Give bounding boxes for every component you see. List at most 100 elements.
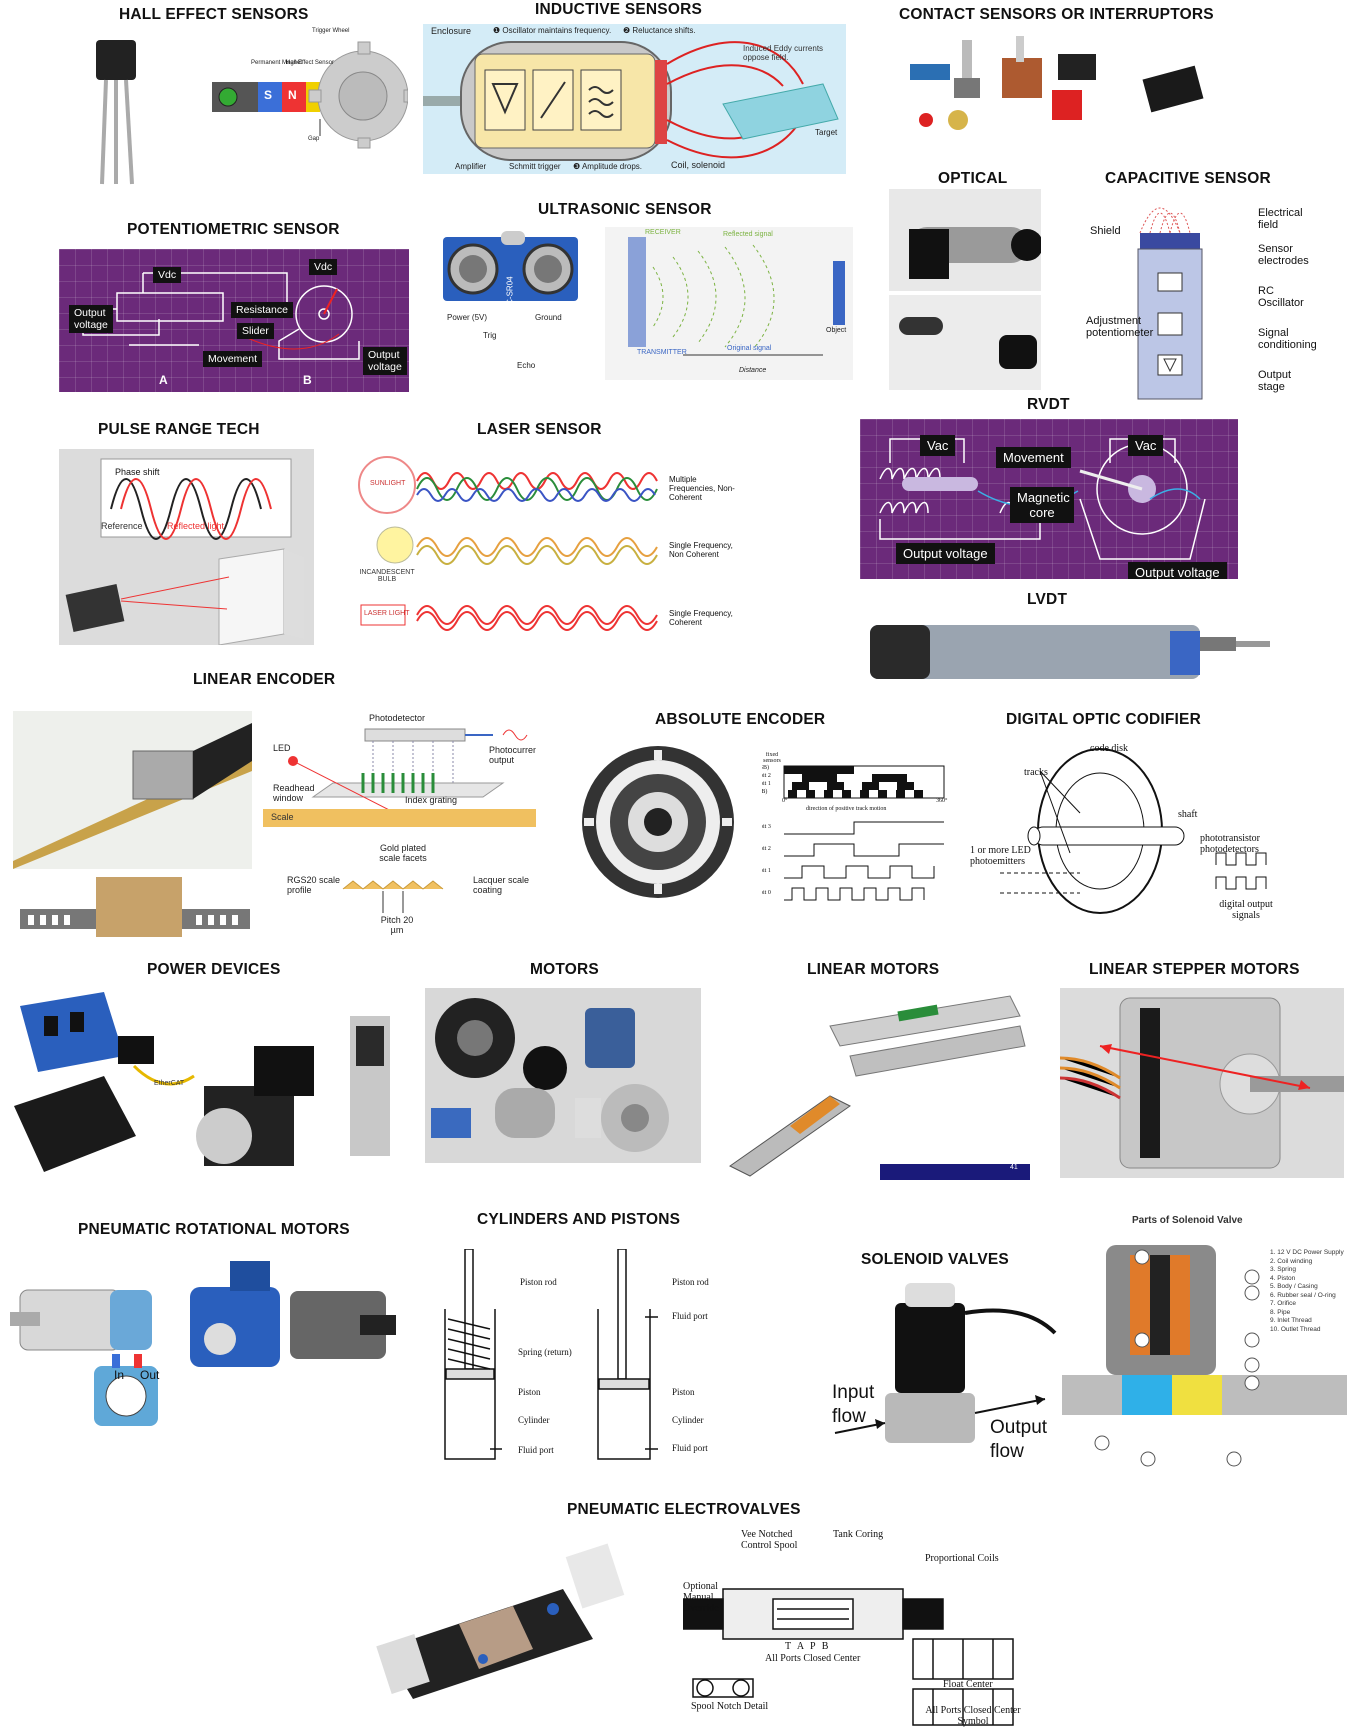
abs-enc-bit0: bit 0 (LSB): [762, 789, 768, 795]
pot-output-a: Output voltage: [69, 305, 113, 333]
title-hall-effect: HALL EFFECT SENSORS: [119, 6, 309, 23]
optic-tracks-label: tracks: [1024, 767, 1048, 778]
abs-enc-bit1: bit 1: [762, 781, 771, 787]
motors-photo: [425, 988, 701, 1163]
inductive-amplifier-label: Amplifier: [455, 162, 487, 171]
optic-photo-label: phototransistor photodetectors: [1200, 833, 1260, 855]
lin-enc-readhead: Readhead window: [273, 783, 315, 803]
solenoid-parts-title: Parts of Solenoid Valve: [1132, 1215, 1243, 1226]
title-power-devices: POWER DEVICES: [147, 961, 281, 978]
cyl-port-2a: Fluid port: [672, 1311, 708, 1321]
ultrasonic-receiver: RECEIVER: [645, 229, 681, 236]
ultrasonic-power: Power (5V): [447, 313, 488, 322]
laser-desc-1: Multiple Frequencies, Non-Coherent: [669, 475, 735, 502]
pot-output-b: Output voltage: [363, 347, 407, 375]
capacitive-diagram: Shield Electrical field Sensor electrode…: [1080, 189, 1335, 419]
ultrasonic-model: HC-SR04: [505, 276, 515, 311]
linear-stepper-photo: [1060, 988, 1344, 1178]
title-electrovalves: PNEUMATIC ELECTROVALVES: [567, 1501, 801, 1518]
ev-tank-label: Tank Coring: [833, 1529, 884, 1540]
solenoid-parts-diagram: Parts of Solenoid Valve 1. 12 V DC Power…: [1062, 1205, 1347, 1470]
rvdt-core: Magnetic core: [1010, 487, 1074, 523]
laser-sunlight-label: SUNLIGHT: [370, 480, 406, 487]
inductive-eddy-label: Induced Eddy currents oppose field.: [743, 44, 824, 62]
electrovalve-photo: [363, 1529, 625, 1729]
cyl-cylinder-1: Cylinder: [518, 1415, 550, 1425]
optical-photo-1: [889, 189, 1041, 291]
ultrasonic-ground: Ground: [535, 313, 562, 322]
part-item: 8. Pipe: [1270, 1308, 1291, 1316]
electrovalve-diagram: Vee Notched Control Spool Tank Coring Op…: [683, 1529, 1043, 1731]
lvdt-photo: [870, 611, 1270, 691]
cyl-piston-2: Piston: [672, 1387, 695, 1397]
ev-coils-label: Proportional Coils: [925, 1553, 999, 1564]
ultrasonic-diagram: HC-SR04 Power (5V) Ground Trig Echo RECE…: [443, 227, 853, 380]
title-pulse-range: PULSE RANGE TECH: [98, 421, 260, 438]
ev-float-label: Float Center: [943, 1679, 993, 1690]
hall-sensor-photo: [78, 34, 158, 189]
inductive-step1: ❶ Oscillator maintains frequency.: [493, 26, 612, 35]
cyl-rod-2: Piston rod: [672, 1277, 709, 1287]
title-laser: LASER SENSOR: [477, 421, 602, 438]
abs-enc-full: 360°: [936, 798, 948, 804]
linear-encoder-diagram: Photodetector LED Photocurrent output Re…: [263, 713, 536, 943]
title-optical: OPTICAL: [938, 170, 1008, 187]
rvdt-vac-b: Vac: [1128, 435, 1164, 456]
part-item: 5. Body / Casing: [1270, 1283, 1318, 1290]
pulse-phase-label: Phase shift: [115, 467, 160, 477]
ev-symbol-label: All Ports Closed Center Symbol: [925, 1705, 1021, 1727]
title-ultrasonic: ULTRASONIC SENSOR: [538, 201, 712, 218]
lin-enc-index: Index grating: [405, 795, 458, 805]
optical-photo-2: [889, 295, 1041, 390]
cyl-spring: Spring (return): [518, 1347, 572, 1357]
capacitive-field-label: Electrical field: [1258, 207, 1303, 231]
title-potentiometric: POTENTIOMETRIC SENSOR: [127, 221, 340, 238]
part-item: 3. Spring: [1270, 1266, 1297, 1273]
potentiometric-diagram: Vdc Vdc Output voltage Resistance Slider…: [59, 249, 409, 392]
ev-notch-label: Spool Notch Detail: [691, 1701, 769, 1712]
pneumatic-out-label: Out: [140, 1368, 160, 1382]
inductive-enclosure-label: Enclosure: [431, 26, 472, 36]
lin-enc-photodetector: Photodetector: [369, 713, 426, 723]
title-cylinders: CYLINDERS AND PISTONS: [477, 1211, 681, 1228]
capacitive-adjust-label: Adjustment potentiometer: [1086, 315, 1154, 339]
lin-enc-pitch: Pitch 20 µm: [380, 915, 414, 935]
ultrasonic-reflected: Reflected signal: [723, 231, 773, 238]
ev-optional-label: Optional Manual Override: [683, 1581, 719, 1614]
abs-enc-wave3: bit 3: [762, 824, 771, 830]
linear-motors-diagram: 41: [720, 986, 1030, 1180]
pneumatic-in-label: In: [114, 1368, 125, 1382]
ultrasonic-transmitter: TRANSMITTER: [637, 349, 687, 356]
linear-encoder-photo-1: [13, 711, 252, 869]
optic-led-label: 1 or more LED photoemitters: [970, 845, 1031, 867]
inductive-schmitt-label: Schmitt trigger: [509, 162, 561, 171]
optic-shaft-label: shaft: [1178, 809, 1198, 820]
hall-n-label: N: [288, 88, 297, 102]
ultrasonic-trig: Trig: [483, 331, 497, 340]
cyl-piston-1: Piston: [518, 1387, 541, 1397]
rvdt-vac-a: Vac: [920, 435, 956, 456]
capacitive-rc-label: RC Oscillator: [1258, 285, 1304, 309]
pot-slider: Slider: [237, 323, 274, 339]
ultrasonic-object: Object: [826, 327, 847, 334]
optic-disk-label: code disk: [1090, 743, 1129, 754]
inductive-coil-label: Coil, solenoid: [671, 160, 726, 170]
title-linear-encoder: LINEAR ENCODER: [193, 671, 336, 688]
capacitive-signal-label: Signal conditioning: [1258, 327, 1317, 351]
laser-light-label: LASER LIGHT: [364, 610, 410, 617]
pulse-reflected-label: Reflected light: [167, 521, 225, 531]
pneumatic-rot-diagram: In Out: [10, 1260, 160, 1440]
ultrasonic-distance: Distance: [739, 367, 767, 374]
lin-enc-gold: Gold plated scale facets: [379, 843, 427, 863]
rvdt-diagram: Vac Movement Vac Magnetic core Output vo…: [860, 419, 1238, 579]
cyl-cylinder-2: Cylinder: [672, 1415, 704, 1425]
inductive-diagram: Enclosure ❶ Oscillator maintains frequen…: [423, 24, 846, 174]
power-ethercat-label: EtherCAT: [154, 1080, 185, 1087]
cyl-port-1: Fluid port: [518, 1445, 554, 1455]
pot-resistance: Resistance: [231, 302, 293, 318]
title-digital-optic: DIGITAL OPTIC CODIFIER: [1006, 711, 1201, 728]
lin-enc-lacquer: Lacquer scale coating: [473, 875, 530, 895]
rvdt-output-a: Output voltage: [896, 543, 995, 564]
abs-enc-fixed: fixed sensors: [763, 752, 781, 764]
rvdt-output-b: Output voltage: [1128, 562, 1227, 579]
